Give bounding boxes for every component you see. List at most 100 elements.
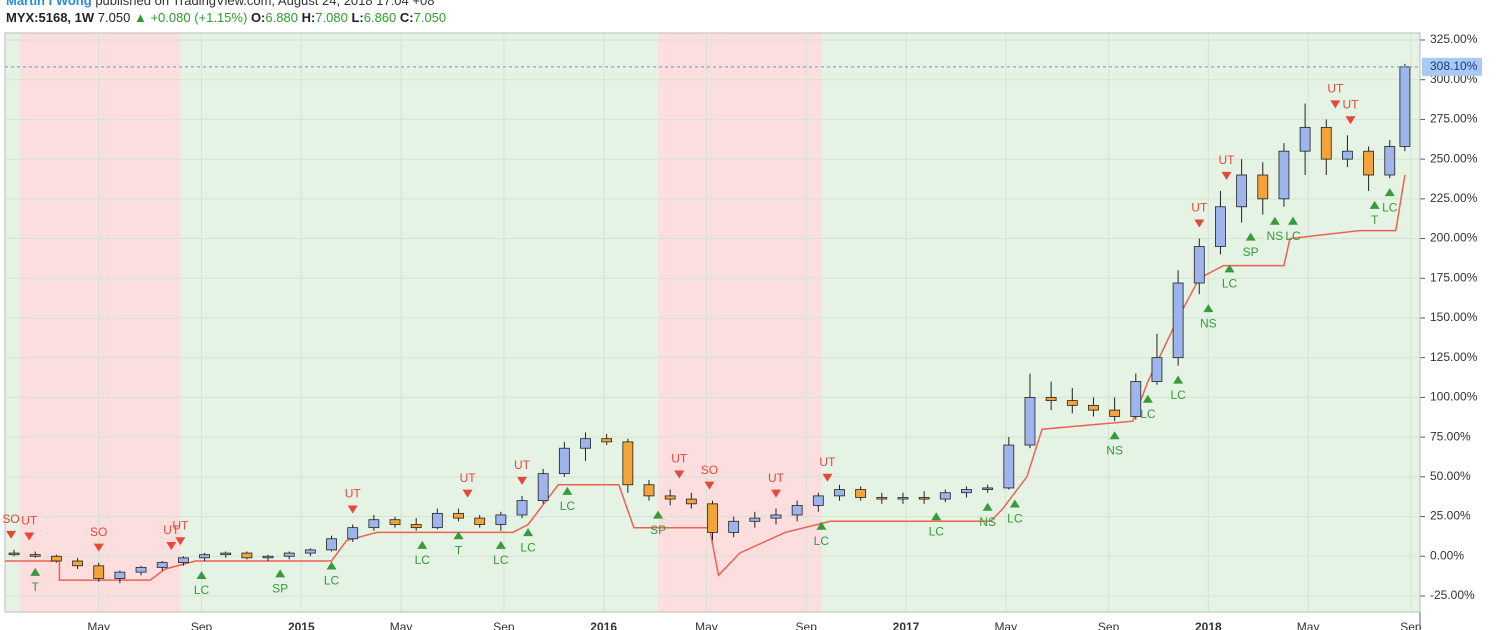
buy-label: LC bbox=[415, 553, 431, 567]
buy-label: NS bbox=[1200, 316, 1217, 330]
buy-label: LC bbox=[814, 534, 830, 548]
buy-marker bbox=[1384, 188, 1395, 197]
sell-marker bbox=[93, 543, 104, 552]
x-tick-label: 2016 bbox=[590, 620, 617, 630]
arrow: ▲ bbox=[133, 10, 147, 25]
candle-body bbox=[1045, 396, 1057, 401]
l: 6.860 bbox=[363, 10, 397, 25]
buy-marker bbox=[1203, 304, 1214, 313]
candle-body bbox=[114, 571, 126, 579]
symbol: MYX:5168, 1W bbox=[6, 10, 95, 25]
candle-body bbox=[918, 497, 930, 500]
candle-body bbox=[1003, 444, 1015, 489]
candle-body bbox=[177, 557, 189, 563]
x-tick-label: Sep bbox=[1400, 620, 1422, 630]
candle-body bbox=[601, 438, 613, 443]
candle-body bbox=[791, 505, 803, 516]
candle-body bbox=[855, 489, 867, 498]
sell-marker bbox=[1330, 100, 1341, 109]
candle-body bbox=[1236, 174, 1248, 208]
buy-marker bbox=[653, 510, 664, 519]
sell-label: UT bbox=[1342, 97, 1359, 111]
y-tick-label: 75.00% bbox=[1430, 429, 1471, 443]
sell-label: UT bbox=[819, 455, 836, 469]
x-tick-label: 2015 bbox=[288, 620, 315, 630]
candle-body bbox=[1257, 174, 1269, 200]
candle-body bbox=[156, 562, 168, 568]
h: 7.080 bbox=[315, 10, 348, 25]
sell-marker bbox=[1345, 116, 1356, 125]
x-tick-label: May bbox=[695, 620, 718, 630]
candle-body bbox=[1066, 400, 1078, 406]
buy-label: NS bbox=[1106, 443, 1123, 457]
candle-body bbox=[453, 512, 464, 519]
buy-label: LC bbox=[1007, 512, 1023, 526]
candle-body bbox=[72, 560, 83, 567]
sell-label: UT bbox=[172, 518, 189, 532]
candle-body bbox=[1384, 146, 1396, 176]
buy-label: LC bbox=[1382, 200, 1398, 214]
candle-body bbox=[580, 438, 591, 449]
buy-marker bbox=[417, 540, 428, 549]
o-label: O: bbox=[250, 10, 266, 25]
c: 7.050 bbox=[413, 10, 447, 25]
l-label: L: bbox=[351, 10, 364, 25]
x-tick-label: Sep bbox=[493, 620, 515, 630]
candle-body bbox=[1109, 409, 1121, 417]
y-tick-label: -25.00% bbox=[1430, 588, 1475, 602]
sell-marker bbox=[6, 530, 17, 539]
candle-body bbox=[283, 552, 295, 557]
sell-label: SO bbox=[2, 512, 19, 526]
x-tick-label: Sep bbox=[1098, 620, 1120, 630]
candle-body bbox=[537, 473, 549, 502]
candle-body bbox=[1088, 404, 1099, 411]
sell-marker bbox=[517, 476, 528, 485]
x-tick-label: May bbox=[87, 620, 110, 630]
candle-body bbox=[982, 487, 994, 490]
buy-marker bbox=[562, 486, 573, 495]
y-tick-label: 50.00% bbox=[1430, 469, 1471, 483]
candle-body bbox=[8, 552, 20, 556]
change: +0.080 (+1.15%) bbox=[150, 10, 248, 25]
candle-body bbox=[495, 514, 507, 525]
buy-marker bbox=[453, 531, 464, 540]
y-tick-label: 100.00% bbox=[1430, 390, 1478, 404]
buy-label: LC bbox=[560, 499, 576, 513]
stop-line bbox=[5, 174, 1406, 581]
buy-marker bbox=[30, 567, 41, 576]
candle-body bbox=[664, 495, 676, 500]
x-tick-label: May bbox=[994, 620, 1017, 630]
candle-body bbox=[1130, 381, 1142, 417]
sell-marker bbox=[462, 489, 473, 498]
buy-marker bbox=[495, 540, 506, 549]
candle-body bbox=[728, 520, 740, 533]
shaded-region bbox=[658, 33, 822, 612]
candle-body bbox=[939, 492, 951, 500]
buy-marker bbox=[1245, 232, 1256, 241]
buy-marker bbox=[523, 528, 534, 537]
last-price-label: 308.10% bbox=[1430, 59, 1478, 73]
candle-body bbox=[876, 497, 888, 500]
y-tick-label: 25.00% bbox=[1430, 509, 1471, 523]
author[interactable]: Martin I Wong bbox=[6, 0, 92, 8]
candle-body bbox=[389, 519, 401, 525]
candle-body bbox=[29, 554, 41, 557]
sell-marker bbox=[24, 532, 35, 541]
candle-body bbox=[199, 554, 210, 559]
candle-body bbox=[304, 549, 316, 554]
publisher-line: Martin I Wong published on TradingView.c… bbox=[6, 0, 434, 8]
buy-label: LC bbox=[493, 553, 509, 567]
sell-label: UT bbox=[1218, 153, 1235, 167]
buy-label: SP bbox=[272, 582, 288, 596]
sell-marker bbox=[1221, 171, 1232, 180]
buy-label: NS bbox=[1267, 229, 1284, 243]
y-tick-label: 125.00% bbox=[1430, 350, 1478, 364]
sell-label: UT bbox=[345, 487, 362, 501]
sell-label: UT bbox=[163, 523, 180, 537]
candle-body bbox=[1151, 357, 1163, 382]
y-tick-label: 225.00% bbox=[1430, 191, 1478, 205]
buy-marker bbox=[326, 561, 337, 570]
buy-marker bbox=[931, 512, 942, 521]
candle-body bbox=[1024, 396, 1036, 446]
